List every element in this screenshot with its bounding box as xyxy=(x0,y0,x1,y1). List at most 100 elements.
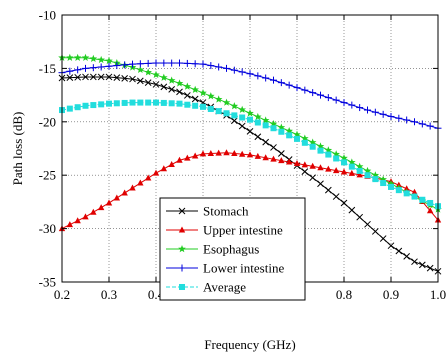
data-point-stomach xyxy=(317,180,324,188)
marker-stroke xyxy=(317,180,324,188)
legend-entry-average: Average xyxy=(166,280,246,295)
data-point-upper-intestine xyxy=(238,150,246,157)
legend-label: Esophagus xyxy=(203,242,259,257)
marker-shape xyxy=(262,154,269,161)
data-point-upper-intestine xyxy=(129,184,136,191)
data-point-upper-intestine xyxy=(426,207,434,214)
marker-stroke xyxy=(418,261,426,269)
data-point-stomach xyxy=(136,77,144,85)
data-point-average xyxy=(200,103,206,110)
data-point-stomach xyxy=(168,86,176,93)
data-point-upper-intestine xyxy=(160,165,168,172)
marker-shape xyxy=(426,207,434,214)
marker-shape xyxy=(261,116,270,124)
data-point-average xyxy=(325,151,332,158)
legend-label: Stomach xyxy=(203,204,249,219)
data-point-lower-intestine xyxy=(160,59,168,67)
marker-shape xyxy=(348,163,355,170)
data-point-average xyxy=(411,193,418,200)
marker-shape xyxy=(308,138,317,146)
y-tick-label: -35 xyxy=(39,275,56,290)
legend-entry-lower-intestine: Lower intestine xyxy=(166,261,284,276)
marker-shape xyxy=(364,172,371,179)
marker-shape xyxy=(179,284,185,290)
marker-shape xyxy=(152,70,160,79)
marker-stroke xyxy=(230,117,238,125)
data-point-lower-intestine xyxy=(97,63,105,71)
data-point-lower-intestine xyxy=(277,79,285,87)
data-point-esophagus xyxy=(152,70,160,79)
marker-shape xyxy=(278,128,285,135)
marker-shape xyxy=(207,149,215,156)
marker-shape xyxy=(121,189,128,196)
data-point-average xyxy=(223,110,230,117)
marker-stroke xyxy=(301,168,309,175)
data-point-lower-intestine xyxy=(89,64,97,72)
data-point-stomach xyxy=(89,73,97,81)
marker-shape xyxy=(238,150,246,157)
marker-shape xyxy=(340,168,348,175)
data-point-upper-intestine xyxy=(82,213,89,220)
marker-shape xyxy=(215,108,222,115)
marker-shape xyxy=(363,166,372,175)
data-point-lower-intestine xyxy=(121,61,129,69)
marker-shape xyxy=(144,174,152,181)
marker-shape xyxy=(286,132,293,139)
marker-stroke xyxy=(136,77,144,85)
data-point-average xyxy=(145,99,152,106)
data-point-esophagus xyxy=(348,158,356,166)
data-point-lower-intestine xyxy=(418,120,426,128)
marker-shape xyxy=(231,112,238,119)
data-point-lower-intestine xyxy=(176,59,183,67)
marker-shape xyxy=(380,180,387,187)
series-lower-intestine xyxy=(58,59,442,132)
marker-shape xyxy=(223,110,230,117)
data-point-lower-intestine xyxy=(183,59,191,67)
data-point-upper-intestine xyxy=(66,221,74,228)
marker-shape xyxy=(136,65,145,74)
data-point-stomach xyxy=(230,117,238,125)
data-point-lower-intestine xyxy=(82,64,89,72)
data-point-upper-intestine xyxy=(356,171,363,178)
legend-marker xyxy=(178,207,186,215)
marker-shape xyxy=(97,204,105,211)
marker-shape xyxy=(168,100,175,107)
legend-marker xyxy=(178,264,186,272)
data-point-lower-intestine xyxy=(246,70,254,78)
marker-stroke xyxy=(262,138,270,146)
marker-shape xyxy=(129,184,136,191)
marker-shape xyxy=(301,161,309,168)
data-point-stomach xyxy=(246,128,254,135)
marker-shape xyxy=(270,125,277,132)
data-point-lower-intestine xyxy=(207,62,215,70)
marker-shape xyxy=(277,123,286,131)
marker-shape xyxy=(230,102,239,110)
data-point-lower-intestine xyxy=(223,64,230,72)
data-point-upper-intestine xyxy=(411,188,418,195)
data-point-lower-intestine xyxy=(129,60,136,68)
marker-shape xyxy=(200,103,206,110)
marker-stroke xyxy=(426,264,434,272)
marker-shape xyxy=(214,95,223,103)
marker-shape xyxy=(152,169,160,176)
data-point-lower-intestine xyxy=(356,104,364,112)
legend-entry-stomach: Stomach xyxy=(166,204,249,219)
data-point-upper-intestine xyxy=(105,199,113,206)
marker-shape xyxy=(388,183,394,190)
data-point-average xyxy=(419,196,426,203)
data-point-esophagus xyxy=(167,76,176,84)
marker-stroke xyxy=(89,73,97,81)
marker-shape xyxy=(333,155,340,162)
legend-label: Average xyxy=(203,280,246,295)
data-point-lower-intestine xyxy=(340,99,348,107)
marker-shape xyxy=(254,119,261,126)
y-tick-label: -30 xyxy=(39,221,56,236)
marker-shape xyxy=(293,159,301,166)
marker-shape xyxy=(73,53,82,61)
data-point-upper-intestine xyxy=(144,174,152,181)
data-point-stomach xyxy=(411,258,418,266)
marker-shape xyxy=(223,149,230,156)
data-point-upper-intestine xyxy=(293,159,301,166)
marker-shape xyxy=(176,156,183,163)
marker-shape xyxy=(411,188,418,195)
